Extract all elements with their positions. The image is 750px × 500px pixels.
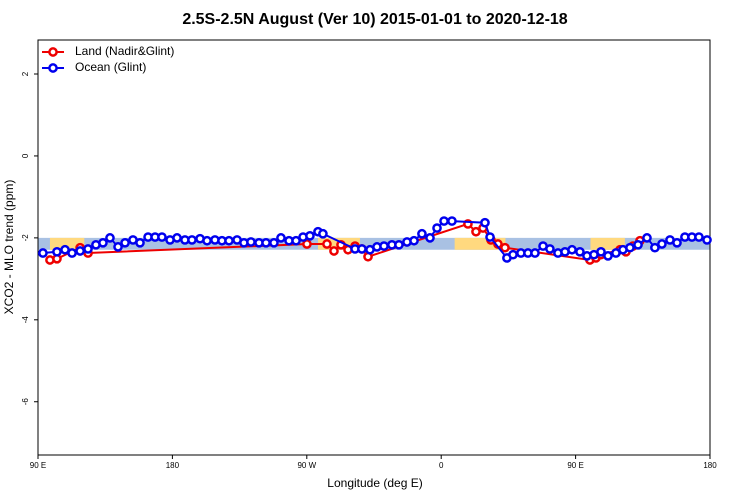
data-point [269, 237, 279, 248]
legend-label: Ocean (Glint) [75, 60, 146, 74]
land-span [49, 237, 85, 250]
data-point [394, 239, 404, 250]
data-point [113, 242, 123, 252]
data-point [633, 239, 643, 250]
data-point [67, 248, 77, 258]
x-tick-label: 90 E [567, 461, 583, 470]
data-point [447, 216, 457, 226]
data-point [120, 237, 130, 248]
data-point [75, 246, 85, 256]
data-point [409, 235, 419, 246]
data-point [432, 223, 442, 233]
data-point [650, 242, 660, 253]
x-tick-label: 0 [439, 461, 444, 470]
x-axis-label: Longitude (deg E) [327, 476, 422, 490]
data-point [318, 228, 328, 239]
data-point [302, 239, 312, 249]
data-point [305, 230, 315, 241]
data-point [276, 233, 286, 243]
data-point [261, 237, 271, 248]
land-span [590, 237, 625, 250]
data-point [471, 226, 481, 237]
chart-title: 2.5S-2.5N August (Ver 10) 2015-01-01 to … [182, 11, 567, 28]
data-point [379, 241, 389, 251]
x-tick-label: 90 W [297, 461, 316, 470]
data-point [417, 228, 427, 239]
x-tick-label: 90 E [30, 461, 46, 470]
data-point [545, 244, 555, 254]
data-point [672, 237, 682, 248]
data-point [485, 232, 495, 242]
data-point [642, 233, 652, 243]
data-point [425, 233, 435, 243]
y-tick-label: -4 [21, 316, 30, 324]
data-point [694, 232, 704, 242]
data-point [625, 242, 635, 253]
legend-label: Land (Nadir&Glint) [75, 44, 174, 58]
data-point [480, 217, 490, 228]
y-axis-label: XCO2 - MLO trend (ppm) [2, 180, 16, 315]
data-point [157, 232, 167, 242]
data-point [329, 246, 339, 256]
land-span [454, 237, 506, 250]
y-tick-label: 2 [21, 71, 30, 76]
data-point [105, 233, 115, 243]
data-point [508, 249, 518, 260]
plot-frame [37, 39, 711, 456]
data-point [322, 239, 332, 249]
data-point [224, 235, 234, 246]
y-tick-label: 0 [21, 153, 30, 158]
legend-marker [48, 63, 58, 73]
data-point [202, 235, 212, 246]
data-point [135, 237, 145, 248]
data-point [500, 242, 510, 253]
data-point [246, 237, 256, 247]
data-point [575, 246, 585, 257]
x-tick-label: 180 [166, 461, 180, 470]
data-point [52, 246, 62, 257]
data-point [657, 239, 667, 249]
y-tick-label: -6 [21, 398, 30, 406]
x-tick-label: 180 [703, 461, 717, 470]
data-point [291, 235, 301, 246]
data-point [38, 248, 48, 258]
data-point [603, 251, 613, 261]
data-point [357, 244, 367, 254]
y-tick-label: -2 [21, 234, 30, 242]
data-point [439, 216, 449, 226]
data-point [172, 233, 182, 243]
data-point [187, 235, 197, 245]
data-point [567, 244, 577, 255]
data-point [83, 244, 93, 254]
data-point [596, 246, 606, 257]
data-point [530, 248, 540, 258]
data-point [98, 237, 108, 248]
data-point [702, 235, 712, 245]
legend-marker [48, 47, 58, 57]
